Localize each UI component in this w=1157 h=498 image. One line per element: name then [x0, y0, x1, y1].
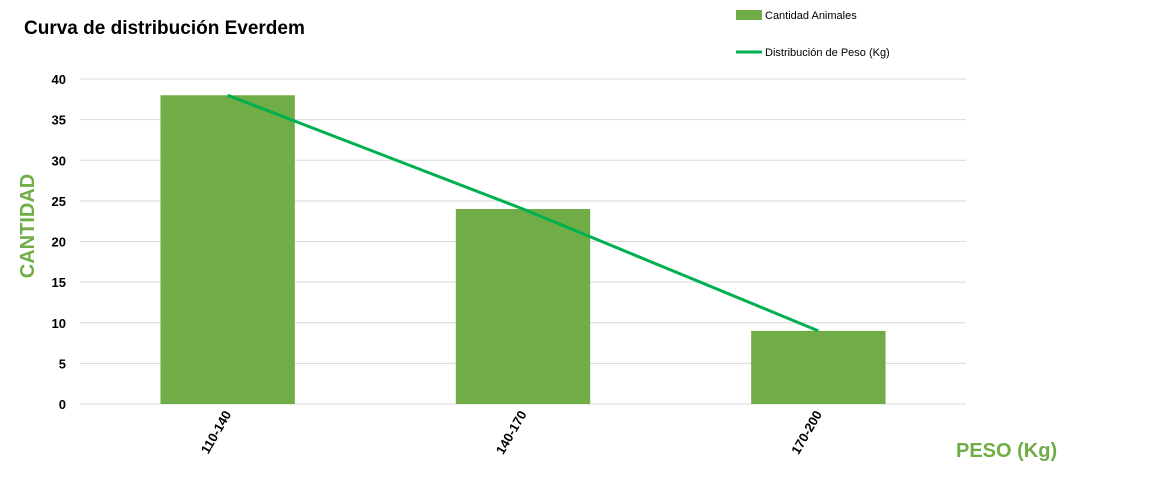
y-tick-label: 30 [52, 153, 66, 168]
x-tick-label: 170-200 [788, 408, 825, 457]
legend: Cantidad Animales Distribución de Peso (… [736, 10, 890, 59]
y-tick-label: 20 [52, 235, 66, 250]
y-tick-label: 10 [52, 316, 66, 331]
chart-title: Curva de distribución Everdem [24, 18, 305, 39]
x-tick-label: 110-140 [198, 408, 234, 456]
y-axis-ticks: 0 5 10 15 20 25 30 35 40 [52, 72, 66, 412]
y-tick-label: 40 [52, 72, 66, 87]
series-line [227, 93, 819, 333]
y-tick-label: 15 [52, 275, 66, 290]
bar [751, 330, 886, 404]
legend-label-bar: Cantidad Animales [765, 10, 857, 22]
legend-swatch-bar [736, 10, 762, 20]
x-axis-title: PESO (Kg) [956, 440, 1057, 462]
bar [455, 209, 591, 404]
y-tick-label: 25 [52, 194, 66, 209]
y-tick-label: 35 [52, 113, 66, 128]
line-series [227, 93, 819, 333]
bar [160, 95, 295, 404]
bars [160, 95, 886, 404]
legend-label-line: Distribución de Peso (Kg) [765, 47, 890, 59]
y-axis-title: CANTIDAD [17, 174, 39, 278]
y-tick-label: 5 [59, 356, 66, 371]
y-tick-label: 0 [59, 397, 66, 412]
x-tick-label: 140-170 [493, 408, 530, 457]
x-axis-ticks: 110-140 140-170 170-200 [198, 408, 825, 457]
